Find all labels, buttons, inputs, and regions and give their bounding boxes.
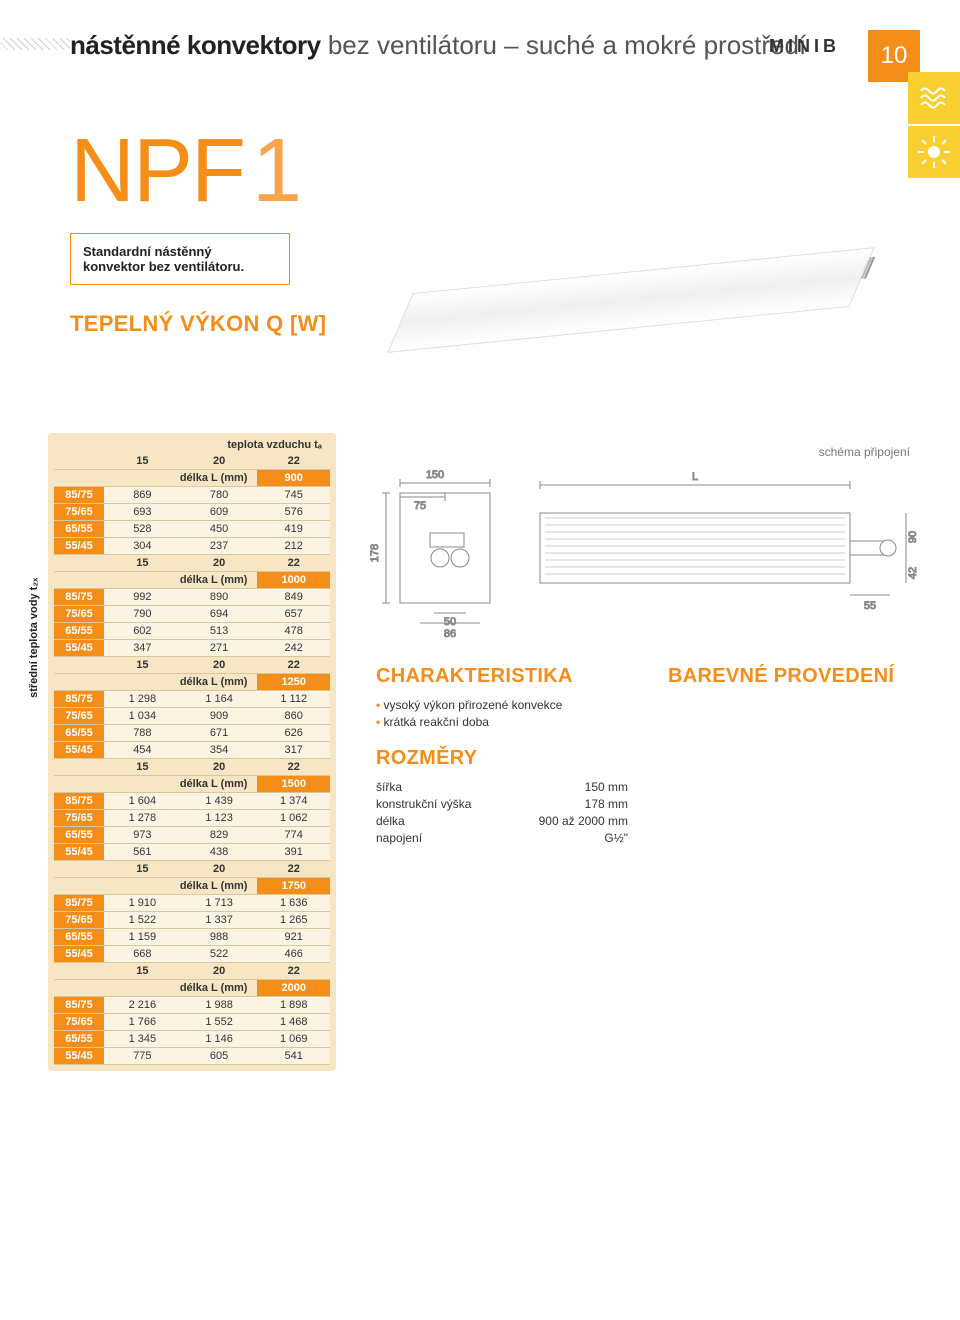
dim-width: 150 (426, 469, 444, 481)
dimension-row: konstrukční výška178 mm (376, 797, 628, 811)
svg-text:90: 90 (907, 531, 919, 543)
svg-text:86: 86 (444, 628, 456, 640)
characteristic-item: vysoký výkon přirozené konvekce (376, 698, 628, 712)
colors-block: BAREVNÉ PROVEDENÍ (668, 665, 920, 848)
dimension-row: napojeníG½" (376, 831, 628, 845)
power-table: střední teplota vody t₂ₓ teplota vzduchu… (48, 433, 336, 1071)
svg-text:55: 55 (864, 600, 876, 612)
svg-text:50: 50 (444, 616, 456, 628)
colors-title: BAREVNÉ PROVEDENÍ (668, 665, 920, 688)
product-render (360, 173, 880, 433)
model-suffix: 1 (252, 121, 300, 221)
description-box: Standardní nástěnný konvektor bez ventil… (70, 233, 290, 285)
connection-schematic: 150 75 178 50 86 (360, 463, 920, 643)
header-title-light: bez ventilátoru – suché a mokré prostřed… (328, 30, 806, 60)
page-header: nástěnné konvektory bez ventilátoru – su… (40, 30, 920, 90)
wavy-heat-icon (908, 72, 960, 124)
dimensions-list: šířka150 mm konstrukční výška178 mm délka9… (376, 780, 628, 845)
svg-text:42: 42 (907, 567, 919, 579)
characteristics-block: CHARAKTERISTIKA vysoký výkon přirozené k… (376, 665, 628, 848)
table-y-axis-label: střední teplota vody t₂ₓ (28, 578, 40, 698)
characteristics-title: CHARAKTERISTIKA (376, 665, 628, 688)
dimension-row: šířka150 mm (376, 780, 628, 794)
dim-height: 178 (369, 544, 381, 562)
model-prefix: NPF (70, 121, 244, 221)
schema-label: schéma připojení (360, 445, 910, 459)
header-title: nástěnné konvektory bez ventilátoru – su… (70, 30, 818, 65)
dim-L: L (692, 471, 698, 483)
power-section-title: TEPELNÝ VÝKON Q [W] (70, 311, 330, 337)
category-icons (908, 72, 960, 180)
dim-offset: 75 (414, 500, 426, 512)
dimensions-title: ROZMĚRY (376, 747, 628, 770)
characteristics-list: vysoký výkon přirozené konvekce krátká re… (376, 698, 628, 729)
header-title-bold: nástěnné konvektory (70, 30, 321, 60)
characteristic-item: krátká reakční doba (376, 715, 628, 729)
air-temp-label: teplota vzduchu tₐ (54, 439, 330, 451)
dimension-row: délka900 až 2000 mm (376, 814, 628, 828)
brand-logo: MINIB (769, 36, 840, 57)
sun-icon (908, 126, 960, 178)
